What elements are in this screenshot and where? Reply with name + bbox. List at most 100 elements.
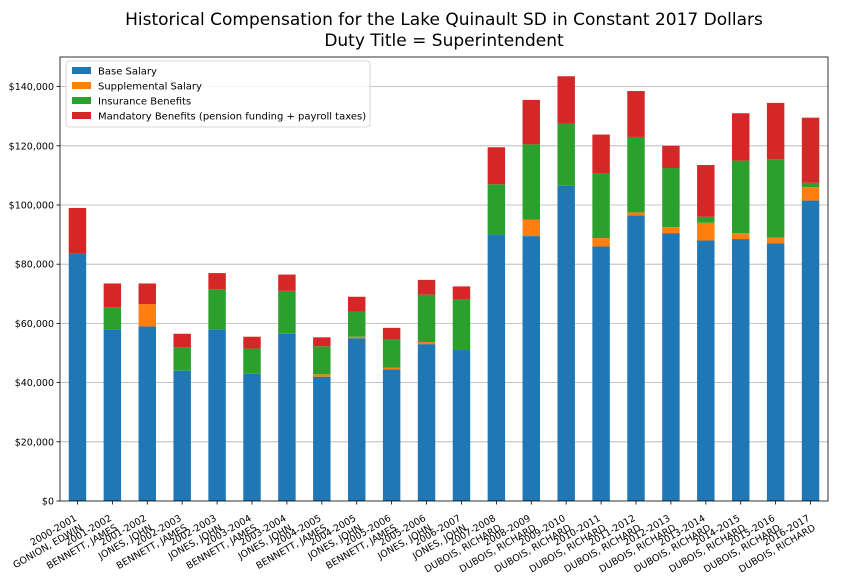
chart-subtitle: Duty Title = Superintendent	[324, 31, 564, 51]
legend-swatch	[72, 82, 91, 89]
bar-segment-2	[662, 227, 680, 234]
bar-segment-1	[417, 344, 436, 501]
legend-label: Base Salary	[98, 67, 157, 78]
bar-segment-3	[697, 216, 715, 223]
bar-segment-4	[173, 333, 191, 348]
bar-segment-1	[662, 233, 680, 501]
bar-segment-3	[487, 184, 506, 235]
bar-segment-1	[766, 243, 785, 502]
bar-segment-3	[103, 307, 122, 330]
y-tick-label: $20,000	[15, 437, 54, 448]
bar-segment-3	[313, 346, 331, 375]
legend-box	[65, 60, 371, 128]
legend-swatch	[72, 67, 91, 74]
bar-segment-2	[348, 336, 366, 339]
bar-segment-3	[627, 136, 645, 213]
bar-segment-2	[592, 238, 610, 247]
legend-swatch	[72, 97, 91, 104]
bar-segment-1	[801, 200, 820, 501]
bar-segment-4	[417, 279, 436, 295]
bar-segment-1	[557, 185, 575, 501]
bar-segment-2	[732, 233, 750, 240]
bar-segment-4	[732, 113, 750, 161]
legend-label: Insurance Benefits	[98, 97, 191, 108]
bar-segment-1	[732, 239, 750, 502]
bar-segment-1	[627, 215, 645, 502]
bar-segment-2	[627, 212, 645, 216]
bar-segment-4	[278, 274, 296, 291]
legend-label: Supplemental Salary	[98, 82, 202, 93]
y-tick-label: $100,000	[9, 201, 54, 212]
bar-segment-3	[382, 339, 401, 368]
bar-segment-3	[452, 299, 471, 351]
bar-segment-1	[522, 236, 540, 501]
bar-segment-1	[138, 326, 156, 501]
bars	[68, 76, 820, 502]
bar-segment-2	[313, 374, 331, 377]
bar-segment-4	[627, 91, 645, 137]
y-tick-label: $80,000	[15, 260, 54, 271]
bar-segment-1	[348, 338, 366, 501]
bar-segment-3	[348, 311, 366, 337]
bar-segment-2	[801, 187, 820, 201]
bar-segment-3	[801, 182, 820, 188]
y-tick-label: $140,000	[9, 82, 54, 93]
bar-segment-3	[732, 160, 750, 234]
bar-segment-1	[243, 373, 261, 501]
bar-segment-1	[208, 329, 226, 501]
bar-segment-4	[801, 117, 820, 183]
y-tick-label: $40,000	[15, 378, 54, 389]
bar-segment-4	[68, 207, 87, 254]
bar-segment-1	[452, 350, 471, 501]
bar-segment-4	[208, 273, 226, 290]
bar-segment-3	[243, 348, 261, 374]
y-tick-label: $60,000	[15, 319, 54, 330]
bar-segment-4	[138, 283, 156, 305]
bar-segment-4	[243, 336, 261, 349]
bar-segment-1	[103, 329, 122, 501]
bar-segment-4	[662, 145, 680, 168]
legend-swatch	[72, 112, 91, 119]
bar-segment-3	[173, 347, 191, 371]
bar-segment-2	[766, 237, 785, 244]
bar-segment-2	[697, 222, 715, 241]
bar-segment-4	[766, 102, 785, 160]
bar-segment-1	[68, 253, 87, 501]
plot-frame	[59, 56, 829, 502]
bar-segment-1	[382, 369, 401, 501]
chart-title: Historical Compensation for the Lake Qui…	[125, 10, 763, 30]
bar-segment-4	[348, 296, 366, 312]
bar-segment-1	[278, 333, 296, 501]
bar-segment-4	[382, 327, 401, 340]
legend-label: Mandatory Benefits (pension funding + pa…	[98, 112, 366, 123]
bar-segment-2	[138, 304, 156, 327]
bar-segment-3	[592, 173, 610, 239]
bar-segment-1	[592, 246, 610, 501]
bar-segment-1	[173, 370, 191, 501]
bar-segment-4	[557, 76, 575, 124]
bar-segment-1	[313, 376, 331, 501]
bar-segment-2	[417, 342, 436, 345]
bar-segment-2	[522, 219, 540, 237]
bar-segment-3	[522, 144, 540, 220]
bar-segment-1	[697, 240, 715, 501]
legend: Base Salary Supplemental Salary Insurance …	[65, 60, 371, 128]
bar-segment-3	[557, 123, 575, 186]
bar-segment-4	[697, 165, 715, 217]
bar-segment-4	[487, 147, 506, 185]
bar-segment-2	[382, 367, 401, 370]
bar-segment-3	[766, 159, 785, 238]
bar-segment-4	[452, 286, 471, 300]
bar-segment-4	[522, 99, 540, 145]
y-tick-label: $120,000	[9, 141, 54, 152]
y-tick-label: $0	[42, 497, 54, 508]
bar-segment-3	[417, 294, 436, 343]
bar-segment-4	[103, 283, 122, 308]
bar-segment-1	[487, 234, 506, 501]
bar-segment-4	[592, 134, 610, 174]
bar-segment-4	[313, 337, 331, 347]
bar-segment-3	[278, 290, 296, 334]
axes: $0 $20,000 $40,000 $60,000 $80,000 $100,000 $1…	[9, 56, 829, 575]
bar-segment-3	[208, 289, 226, 330]
